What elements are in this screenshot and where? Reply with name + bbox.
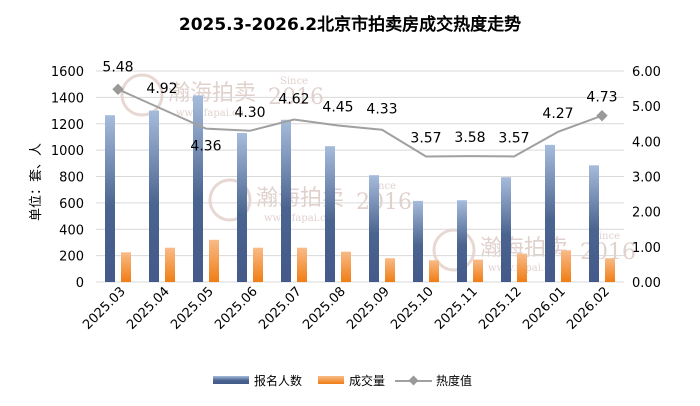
bar-deals <box>385 258 395 282</box>
bar-applicants <box>369 175 379 282</box>
watermark-since: Since <box>592 231 620 242</box>
left-tick-label: 400 <box>59 223 84 238</box>
legend-swatch-applicants <box>213 376 249 384</box>
bars <box>105 95 615 282</box>
right-tick-label: 4.00 <box>632 135 661 150</box>
bar-deals <box>473 259 483 282</box>
watermark-seal-icon <box>208 178 252 222</box>
x-tick-label: 2025.05 <box>168 284 217 333</box>
x-tick-label: 2025.11 <box>432 284 481 333</box>
bar-applicants <box>237 132 247 282</box>
right-tick-label: 1.00 <box>632 241 661 256</box>
x-tick-label: 2026.01 <box>520 284 569 333</box>
bar-deals <box>561 250 571 282</box>
line-marker <box>596 110 608 122</box>
left-tick-label: 600 <box>59 197 84 212</box>
right-tick-label: 6.00 <box>632 65 661 80</box>
chart-title: 2025.3-2026.2北京市拍卖房成交热度走势 <box>179 14 521 35</box>
bar-deals <box>605 258 615 282</box>
y-axis-label: 单位：套、人 <box>28 143 44 221</box>
watermark-since: Since <box>280 76 308 87</box>
bar-applicants <box>149 110 159 282</box>
bar-applicants <box>105 115 115 282</box>
x-tick-label: 2025.04 <box>124 284 173 333</box>
legend-label: 成交量 <box>349 373 385 388</box>
heat-data-label: 4.30 <box>234 105 265 121</box>
left-tick-label: 200 <box>59 250 84 265</box>
heat-data-label: 4.73 <box>586 90 617 106</box>
x-tick-label: 2025.12 <box>476 284 525 333</box>
watermark-url: www.fapai.cn <box>264 213 333 224</box>
x-tick-label: 2025.09 <box>344 284 393 333</box>
bar-deals <box>165 247 175 282</box>
x-tick-label: 2025.03 <box>80 284 129 333</box>
left-tick-label: 1600 <box>51 65 84 80</box>
heat-data-label: 3.57 <box>410 130 441 146</box>
legend: 报名人数 成交量 热度值 <box>213 373 472 388</box>
x-tick-label: 2025.10 <box>388 284 437 333</box>
heat-data-label: 3.57 <box>498 130 529 146</box>
heat-data-label: 4.45 <box>322 100 353 116</box>
watermark-since: Since <box>368 181 396 192</box>
bar-applicants <box>325 146 335 282</box>
heat-data-label: 4.62 <box>278 92 309 108</box>
heat-line <box>117 88 603 158</box>
bar-deals <box>341 251 351 282</box>
right-tick-label: 2.00 <box>632 206 661 221</box>
legend-label: 热度值 <box>436 373 472 388</box>
right-tick-label: 3.00 <box>632 171 661 186</box>
heat-data-label: 4.92 <box>146 81 177 97</box>
x-tick-label: 2025.08 <box>300 284 349 333</box>
heat-data-label: 4.27 <box>542 106 573 122</box>
left-tick-label: 800 <box>59 171 84 186</box>
gridlines <box>96 70 624 283</box>
heat-data-label: 4.33 <box>366 102 397 118</box>
legend-marker <box>408 375 419 386</box>
bar-deals <box>297 247 307 282</box>
bar-applicants <box>589 165 599 282</box>
bar-applicants <box>545 144 555 282</box>
bar-deals <box>209 239 219 282</box>
watermark-url: www.fapai.cn <box>176 108 245 119</box>
bar-deals <box>429 260 439 282</box>
legend-swatch-deals <box>318 376 344 384</box>
bar-applicants <box>281 119 291 282</box>
left-tick-label: 0 <box>76 276 84 291</box>
right-tick-label: 5.00 <box>632 100 661 115</box>
bar-applicants <box>193 95 203 282</box>
left-tick-label: 1200 <box>51 118 84 133</box>
watermark-seal-icon <box>120 73 164 117</box>
left-tick-label: 1400 <box>51 91 84 106</box>
bar-deals <box>517 253 527 282</box>
right-tick-label: 0.00 <box>632 276 661 291</box>
bar-applicants <box>457 200 467 282</box>
heat-data-label: 4.36 <box>190 139 221 155</box>
watermark-brand: 瀚海拍卖 <box>168 81 256 106</box>
left-tick-label: 1000 <box>51 144 84 159</box>
bar-applicants <box>501 177 511 282</box>
x-tick-label: 2025.06 <box>212 284 261 333</box>
bar-deals <box>121 252 131 282</box>
x-tick-label: 2026.02 <box>564 284 613 333</box>
legend-label: 报名人数 <box>254 373 302 388</box>
bar-applicants <box>413 200 423 282</box>
heat-data-label: 5.48 <box>102 59 133 75</box>
bar-deals <box>253 247 263 282</box>
line-series: 5.48 4.92 4.36 4.30 4.62 4.45 4.33 3.57 3.58 3.57… <box>102 59 618 158</box>
x-tick-label: 2025.07 <box>256 284 305 333</box>
heat-data-label: 3.58 <box>454 130 485 146</box>
watermark-seal-icon <box>432 228 476 272</box>
